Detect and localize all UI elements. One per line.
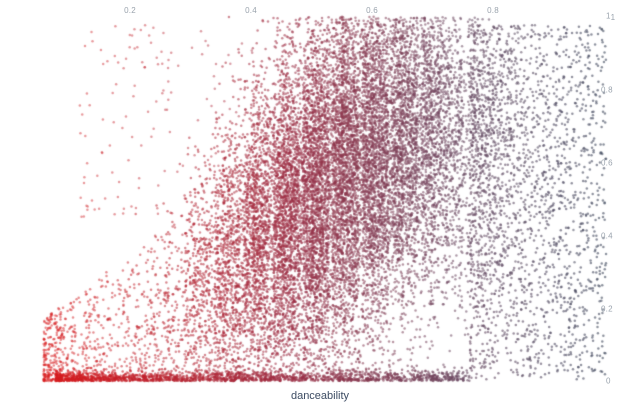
- top-tick-label: 0.8: [487, 6, 499, 15]
- top-tick-label: 0.6: [366, 6, 378, 15]
- right-tick-label: 0.2: [601, 304, 613, 314]
- top-tick-label: 1: [610, 13, 616, 22]
- x-axis-title: danceability: [290, 390, 350, 402]
- right-tick-label: 1: [606, 11, 611, 21]
- right-tick-label: 0.4: [601, 231, 613, 241]
- right-tick-label: 0.6: [601, 158, 613, 168]
- right-tick-label: 0.8: [601, 85, 613, 95]
- y-axis-title: valence: [0, 179, 2, 217]
- top-tick-label: 0.4: [245, 6, 257, 15]
- right-tick-label: 0: [606, 376, 611, 386]
- top-tick-label: 0.2: [124, 6, 136, 15]
